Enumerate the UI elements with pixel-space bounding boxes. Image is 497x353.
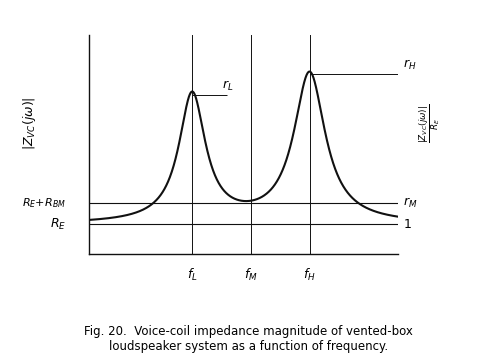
Text: $r_L$: $r_L$ <box>222 79 233 93</box>
Text: $f_H$: $f_H$ <box>303 267 316 283</box>
Text: $f_L$: $f_L$ <box>187 267 197 283</box>
Text: $r_M$: $r_M$ <box>404 196 418 210</box>
Text: $|Z_{VC}(j\omega)|$: $|Z_{VC}(j\omega)|$ <box>21 97 38 150</box>
Text: 1: 1 <box>404 217 412 231</box>
Text: $\frac{|Z_{VC}(j\omega)|}{R_E}$: $\frac{|Z_{VC}(j\omega)|}{R_E}$ <box>417 104 442 143</box>
Text: Fig. 20.  Voice-coil impedance magnitude of vented-box
loudspeaker system as a f: Fig. 20. Voice-coil impedance magnitude … <box>84 325 413 353</box>
Text: $f_M$: $f_M$ <box>244 267 258 283</box>
Text: $R_E$+$R_{BM}$: $R_E$+$R_{BM}$ <box>22 196 66 210</box>
Text: $R_E$: $R_E$ <box>50 217 66 232</box>
Text: $r_H$: $r_H$ <box>404 58 417 72</box>
